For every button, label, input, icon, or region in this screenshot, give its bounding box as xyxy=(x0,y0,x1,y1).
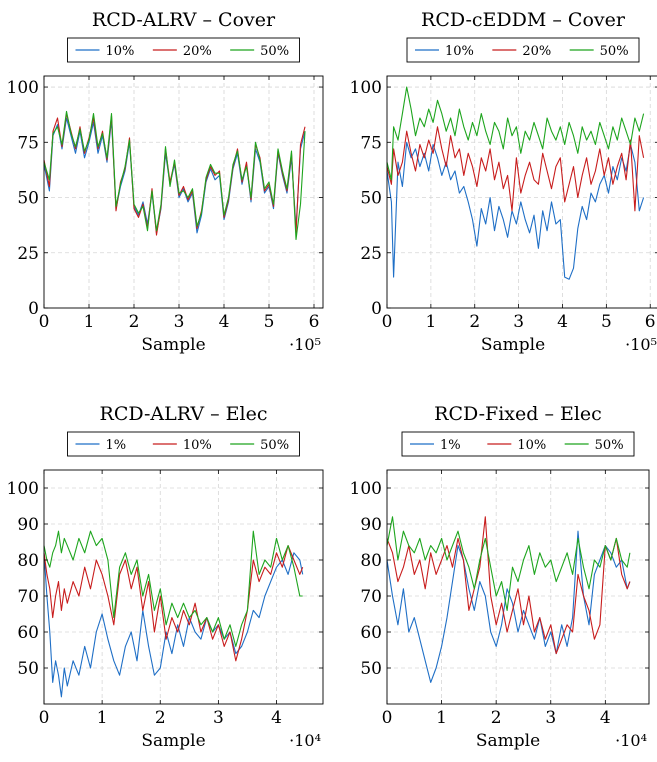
x-tick-label: 3 xyxy=(174,312,185,332)
legend-box xyxy=(406,37,640,63)
y-tick-label: 25 xyxy=(360,244,382,264)
series-line-50pct xyxy=(386,86,645,181)
y-tick-label: 100 xyxy=(350,479,382,499)
x-tick-label: 4 xyxy=(271,708,282,728)
x-tick-label: 2 xyxy=(491,708,502,728)
y-tick-label: 70 xyxy=(17,587,39,607)
series-line-50pct xyxy=(43,110,306,241)
chart-panel-fixed-elec: 0 1 2 3 4 50 60 70 80 90 100 Sample ·10⁴ RCD-Fixed – … xyxy=(350,403,650,751)
legend-box xyxy=(401,431,635,457)
x-tick-label: 1 xyxy=(84,312,95,332)
x-tick-label: 2 xyxy=(469,312,480,332)
axes-frame xyxy=(386,469,650,705)
x-tick-label: 5 xyxy=(264,312,275,332)
x-axis-label: Sample xyxy=(141,731,205,751)
series-line-10pct xyxy=(43,545,304,662)
x-tick-label: 1 xyxy=(97,708,108,728)
series-line-20pct xyxy=(43,113,306,236)
chart-panel-ceddm-cover: 0 1 2 3 4 5 6 0 25 50 75 100 Sample ·10⁵ RCD-cEDDM – C… xyxy=(350,9,657,355)
legend-label: 10% xyxy=(106,44,135,59)
x-tick-label: 0 xyxy=(39,312,50,332)
legend-label: 10% xyxy=(517,438,546,453)
series-line-50pct xyxy=(43,530,303,647)
chart-panel-alrv-elec: 0 1 2 3 4 50 60 70 80 90 100 Sample ·10⁴ RCD-ALRV – E… xyxy=(7,403,324,751)
x-axis-multiplier: ·10⁴ xyxy=(289,731,321,750)
x-tick-label: 6 xyxy=(645,312,656,332)
x-tick-label: 3 xyxy=(213,708,224,728)
x-tick-label: 3 xyxy=(545,708,556,728)
legend-box xyxy=(67,431,300,457)
x-axis-label: Sample xyxy=(476,731,540,751)
y-tick-label: 0 xyxy=(28,299,39,319)
series-line-1pct xyxy=(43,552,304,698)
legend-label: 20% xyxy=(183,44,212,59)
y-tick-label: 75 xyxy=(17,133,39,153)
y-tick-label: 80 xyxy=(360,551,382,571)
x-tick-label: 0 xyxy=(382,312,393,332)
x-tick-label: 2 xyxy=(155,708,166,728)
y-tick-label: 60 xyxy=(17,623,39,643)
x-tick-label: 0 xyxy=(39,708,50,728)
x-tick-label: 3 xyxy=(513,312,524,332)
legend-label: 50% xyxy=(260,44,289,59)
legend-label: 50% xyxy=(260,438,289,453)
x-axis-label: Sample xyxy=(481,335,545,355)
series-line-20pct xyxy=(386,126,645,212)
legend-label: 1% xyxy=(440,438,461,453)
legend-label: 50% xyxy=(600,44,629,59)
y-tick-label: 100 xyxy=(7,479,39,499)
chart-title: RCD-cEDDM – Cover xyxy=(421,9,626,31)
y-tick-label: 60 xyxy=(360,623,382,643)
y-tick-label: 80 xyxy=(17,551,39,571)
x-tick-label: 0 xyxy=(382,708,393,728)
y-tick-label: 75 xyxy=(360,133,382,153)
y-tick-label: 100 xyxy=(350,78,382,98)
series-line-10pct xyxy=(43,117,306,234)
x-tick-label: 4 xyxy=(600,708,611,728)
legend-label: 20% xyxy=(522,44,551,59)
legend-label: 10% xyxy=(445,44,474,59)
legend-label: 10% xyxy=(183,438,212,453)
series-line-1pct xyxy=(386,530,631,683)
y-tick-label: 70 xyxy=(360,587,382,607)
y-tick-label: 50 xyxy=(360,659,382,679)
x-tick-label: 5 xyxy=(601,312,612,332)
x-axis-multiplier: ·10⁴ xyxy=(615,731,647,750)
y-tick-label: 90 xyxy=(17,515,39,535)
y-tick-label: 50 xyxy=(17,189,39,209)
x-axis-label: Sample xyxy=(141,335,205,355)
x-tick-label: 1 xyxy=(436,708,447,728)
y-tick-label: 50 xyxy=(17,659,39,679)
x-axis-multiplier: ·10⁵ xyxy=(289,335,321,354)
x-tick-label: 4 xyxy=(557,312,568,332)
axes-frame xyxy=(43,469,324,705)
legend-label: 50% xyxy=(595,438,624,453)
series-line-10pct xyxy=(386,141,645,280)
y-tick-label: 50 xyxy=(360,189,382,209)
y-tick-label: 25 xyxy=(17,244,39,264)
series-line-50pct xyxy=(386,516,631,611)
x-tick-label: 4 xyxy=(219,312,230,332)
legend-box xyxy=(67,37,300,63)
chart-title: RCD-Fixed – Elec xyxy=(434,403,602,425)
x-tick-label: 2 xyxy=(129,312,140,332)
chart-title: RCD-ALRV – Elec xyxy=(100,403,268,425)
axes-frame xyxy=(43,75,324,309)
x-tick-label: 1 xyxy=(425,312,436,332)
y-tick-label: 90 xyxy=(360,515,382,535)
chart-title: RCD-ALRV – Cover xyxy=(92,9,276,31)
chart-panel-alrv-cover: 0 1 2 3 4 5 6 0 25 50 75 100 Sample ·10⁵ RCD-ALRV – Co… xyxy=(7,9,324,355)
axes-frame xyxy=(386,75,657,309)
x-axis-multiplier: ·10⁵ xyxy=(625,335,657,354)
legend-label: 1% xyxy=(106,438,127,453)
x-tick-label: 6 xyxy=(309,312,320,332)
y-tick-label: 0 xyxy=(371,299,382,319)
y-tick-label: 100 xyxy=(7,78,39,98)
series-line-10pct xyxy=(386,516,631,655)
